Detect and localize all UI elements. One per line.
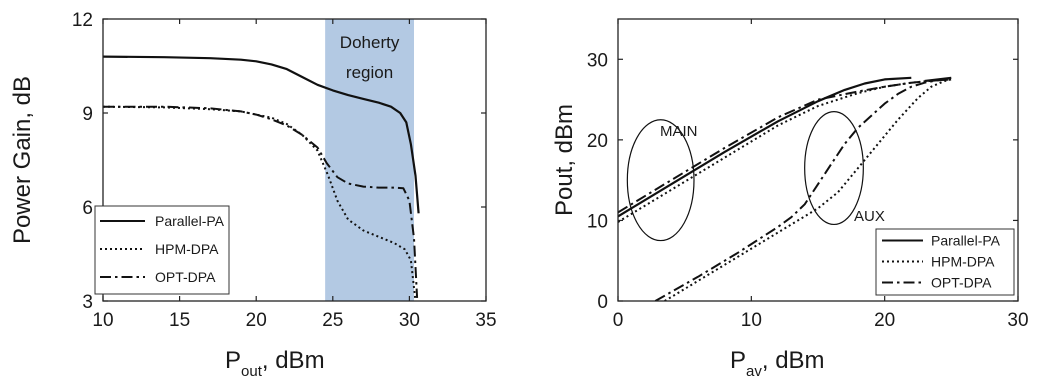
annotation-label-main: MAIN xyxy=(660,123,698,140)
series-line-opt-dpa-main xyxy=(618,78,952,214)
x-tick-label: 20 xyxy=(874,310,895,331)
gain-chart: Doherty region 10 15 20 25 30 35 3 6 9 12 Power Gain… xyxy=(9,10,497,380)
series-line-parallel-pa xyxy=(103,55,420,214)
annotation-ellipse-aux xyxy=(804,111,864,226)
series-group xyxy=(103,55,420,301)
legend-entry-hpm-dpa: HPM-DPA xyxy=(155,241,219,257)
x-tick-label: 35 xyxy=(475,310,496,331)
annotation-label-aux: AUX xyxy=(854,208,885,225)
y-tick-label: 0 xyxy=(597,292,608,313)
legend-entry-opt-dpa: OPT-DPA xyxy=(155,269,216,285)
legend-entry-parallel-pa: Parallel-PA xyxy=(931,233,1001,249)
annotation-ellipse-main xyxy=(626,119,695,242)
y-axis-label: Pout, dBm xyxy=(551,104,578,216)
x-tick-label: 30 xyxy=(399,310,420,331)
series-line-opt-dpa xyxy=(103,105,419,298)
legend-entry-opt-dpa: OPT-DPA xyxy=(931,275,992,291)
y-tick-label: 9 xyxy=(82,104,93,125)
region-label-line1: Doherty xyxy=(340,33,400,52)
series-line-hpm-dpa xyxy=(103,105,417,301)
series-group xyxy=(618,76,952,301)
x-tick-label: 30 xyxy=(1007,310,1028,331)
x-axis-label: Pout, dBm xyxy=(225,347,325,380)
x-axis-label: Pav, dBm xyxy=(730,347,825,380)
y-tick-label: 10 xyxy=(587,211,608,232)
doherty-region-band xyxy=(325,19,414,301)
legend: Parallel-PA HPM-DPA OPT-DPA xyxy=(94,205,230,295)
y-tick-label: 30 xyxy=(587,50,608,71)
series-line-hpm-dpa-aux xyxy=(664,78,952,301)
plot-area-frame xyxy=(617,18,1019,302)
x-tick-label: 25 xyxy=(322,310,343,331)
pout-chart: MAIN AUX 0 10 20 30 0 10 20 30 Pout, dBm Pav, dBm Pa… xyxy=(551,18,1029,380)
series-line-opt-dpa-aux xyxy=(654,78,952,301)
legend-entry-hpm-dpa: HPM-DPA xyxy=(931,254,995,270)
legend-entry-parallel-pa: Parallel-PA xyxy=(155,213,225,229)
y-tick-label: 3 xyxy=(82,292,93,313)
y-tick-label: 20 xyxy=(587,131,608,152)
x-tick-label: 10 xyxy=(92,310,113,331)
x-tick-label: 15 xyxy=(169,310,190,331)
y-tick-label: 6 xyxy=(82,198,93,219)
series-line-parallel-pa-main xyxy=(618,76,912,218)
legend: Parallel-PA HPM-DPA OPT-DPA xyxy=(875,228,1015,296)
y-tick-label: 12 xyxy=(72,10,93,31)
x-tick-label: 0 xyxy=(613,310,624,331)
region-label-line2: region xyxy=(346,63,393,82)
x-tick-label: 20 xyxy=(246,310,267,331)
plot-area-frame xyxy=(102,18,487,302)
x-tick-label: 10 xyxy=(741,310,762,331)
series-line-hpm-dpa-main xyxy=(618,78,952,223)
y-axis-label: Power Gain, dB xyxy=(9,76,36,244)
